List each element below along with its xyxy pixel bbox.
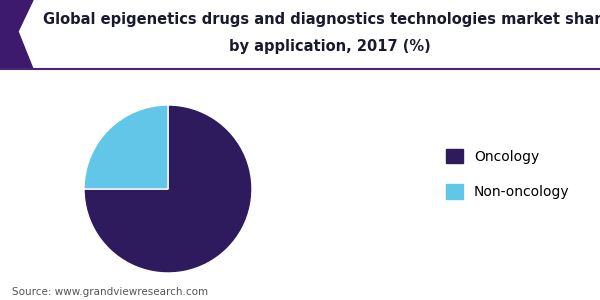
Wedge shape [84,105,168,189]
Wedge shape [84,105,252,273]
Polygon shape [0,0,33,69]
Text: by application, 2017 (%): by application, 2017 (%) [229,39,431,54]
Legend: Oncology, Non-oncology: Oncology, Non-oncology [440,143,575,205]
Text: Source: www.grandviewresearch.com: Source: www.grandviewresearch.com [12,287,208,297]
Text: Global epigenetics drugs and diagnostics technologies market share,: Global epigenetics drugs and diagnostics… [43,12,600,27]
